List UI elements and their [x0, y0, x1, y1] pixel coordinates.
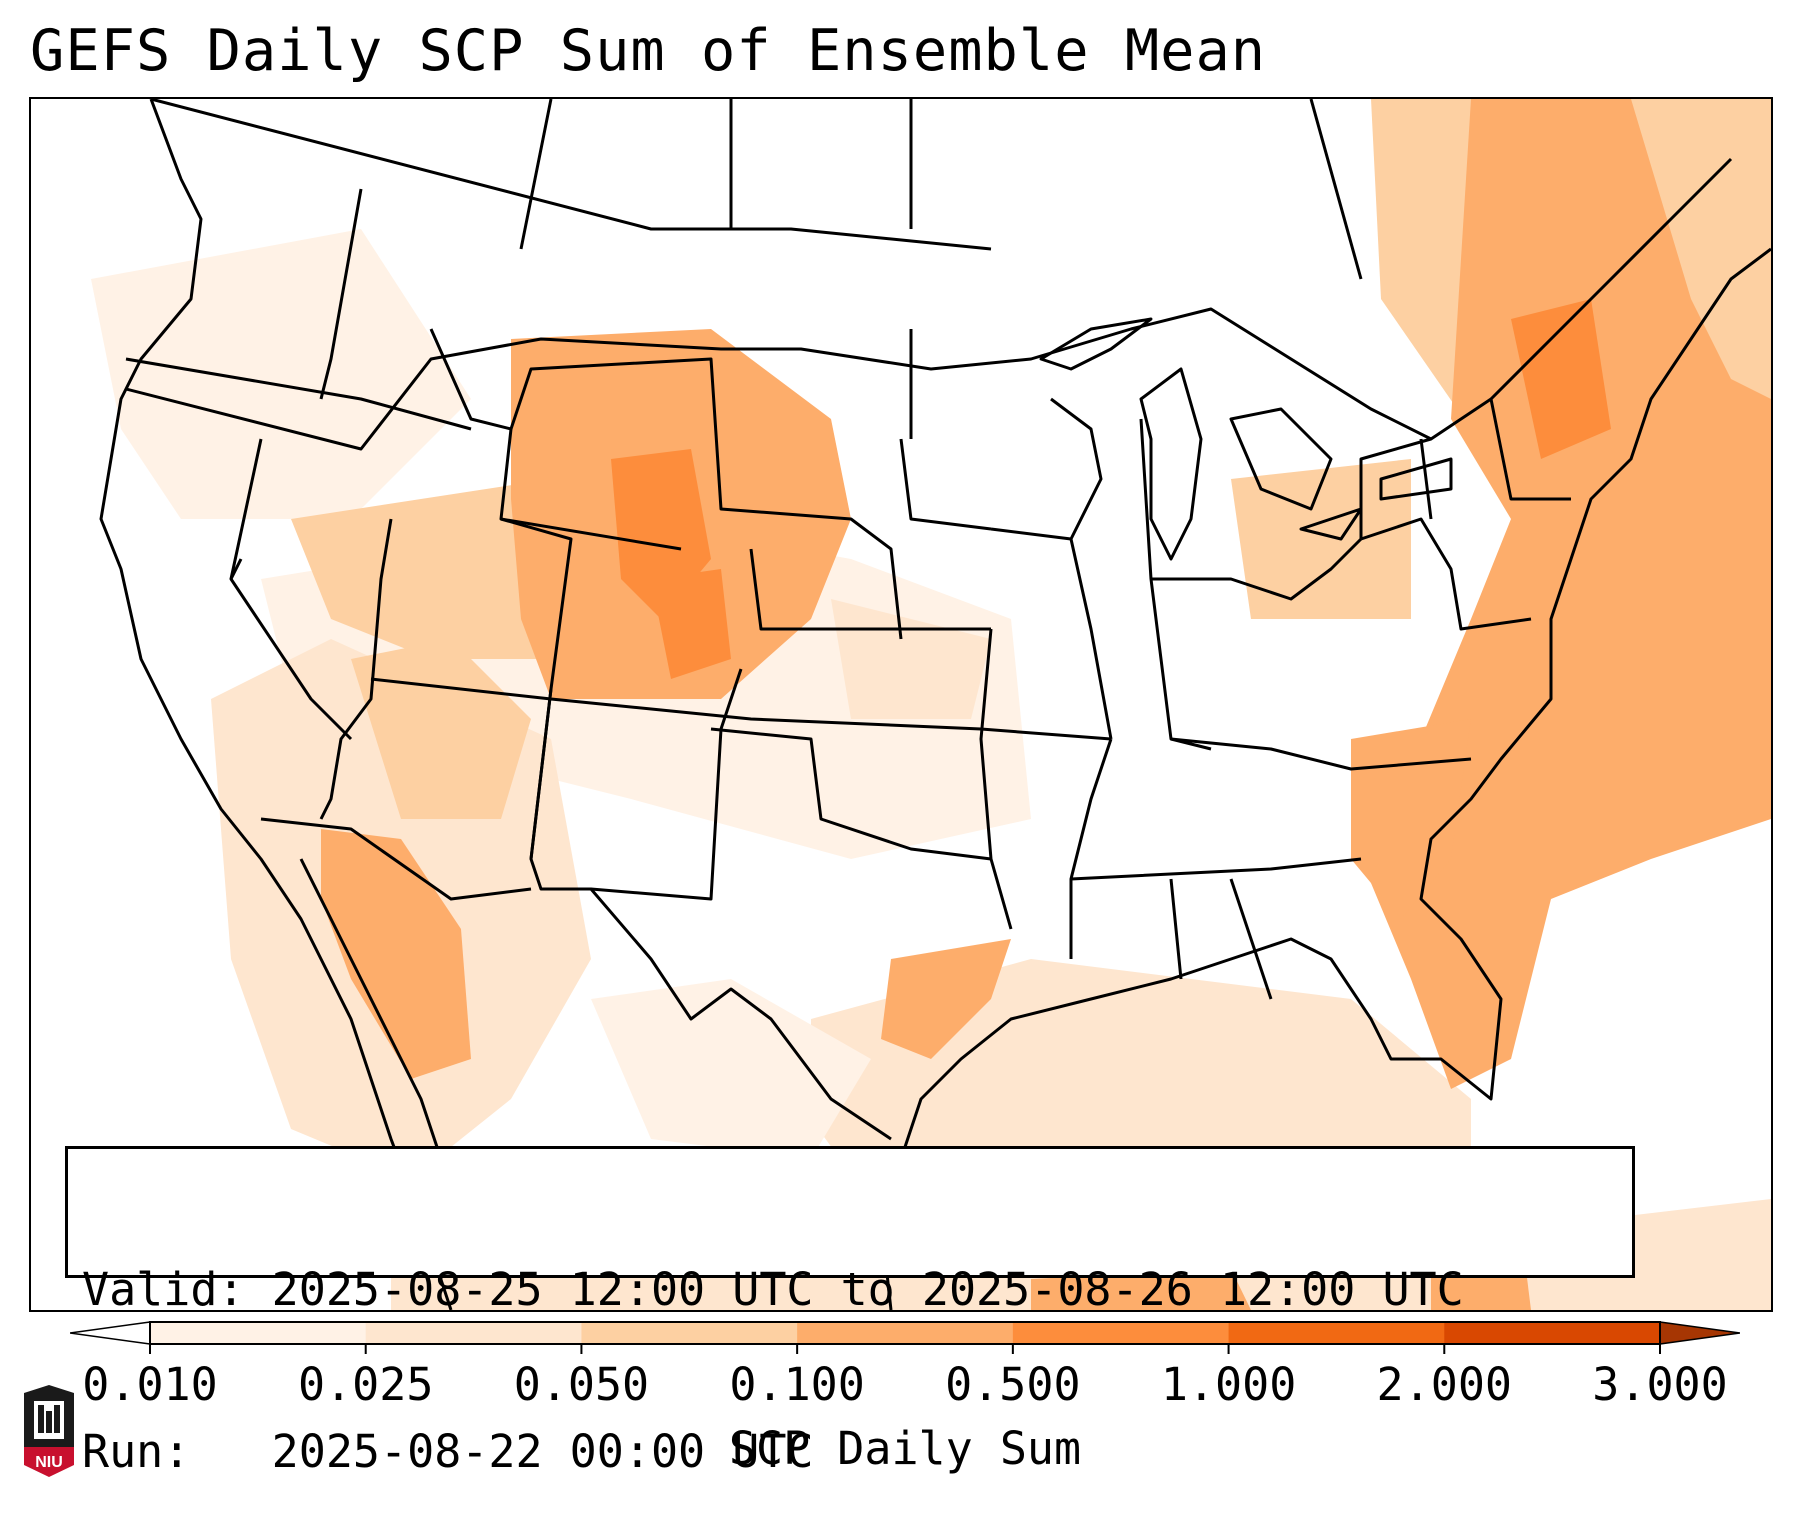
colorbar-extend-low — [70, 1321, 151, 1345]
colorbar-tick-label: 1.000 — [1160, 1358, 1297, 1411]
valid-run-box: Valid: 2025-08-25 12:00 UTC to 2025-08-2… — [65, 1146, 1635, 1478]
boundaries — [99, 99, 1771, 1310]
colorbar-segment — [1444, 1322, 1661, 1344]
colorbar-tick-label: 0.010 — [82, 1358, 218, 1411]
colorbar-tick-label: 3.000 — [1592, 1358, 1728, 1411]
run-label: Run: — [82, 1425, 191, 1478]
colorbar-extend-high — [1659, 1321, 1740, 1345]
colorbar-segment — [1012, 1322, 1230, 1344]
canada-provinces — [150, 99, 992, 251]
colorbar-segment — [150, 1322, 367, 1344]
colorbar-segment — [581, 1322, 798, 1344]
pacific-coastline — [99, 99, 453, 1310]
colorbar-tick-label: 0.025 — [297, 1358, 434, 1411]
chart-title: GEFS Daily SCP Sum of Ensemble Mean — [30, 18, 1267, 84]
baja-coast — [299, 858, 443, 1160]
colorbar-segment — [797, 1322, 1014, 1344]
valid-row: Valid: 2025-08-25 12:00 UTC to 2025-08-2… — [82, 1263, 1632, 1317]
colorbar-outline — [149, 1321, 1661, 1345]
colorbar-tick-label: 0.100 — [729, 1358, 865, 1411]
run-row: Run: 2025-08-22 00:00 UTC — [82, 1425, 1632, 1479]
valid-label: Valid: — [82, 1263, 245, 1316]
gulf-atlantic-coastline — [879, 247, 1771, 1310]
colorbar-tick-label: 0.050 — [513, 1358, 650, 1411]
niu-logo: NIU — [24, 1385, 74, 1477]
map-panel — [29, 97, 1773, 1312]
map-svg — [91, 99, 1771, 1310]
colorbar — [70, 1321, 1740, 1354]
canada-border — [125, 157, 1733, 451]
colorbar-tick-label: 2.000 — [1376, 1358, 1513, 1411]
colorbar-tick-label: 0.500 — [945, 1358, 1081, 1411]
colorbar-label: SCP Daily Sum — [728, 1422, 1082, 1475]
scp-field — [91, 99, 1771, 1310]
colorbar-segment — [1228, 1322, 1445, 1344]
svg-text:NIU: NIU — [35, 1454, 63, 1471]
run-value: 2025-08-22 00:00 UTC — [271, 1425, 814, 1478]
colorbar-segment — [365, 1322, 582, 1344]
valid-value: 2025-08-25 12:00 UTC to 2025-08-26 12:00… — [271, 1263, 1464, 1316]
